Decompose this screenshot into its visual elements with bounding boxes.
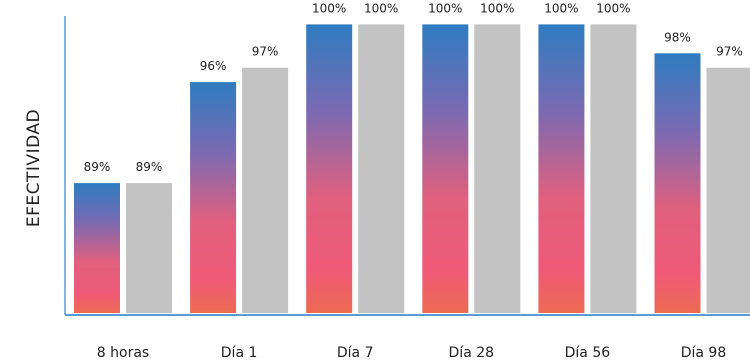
category-labels-group: 8 horas Día 1 Día 7 Día 28 Día 56 Día 98	[97, 345, 726, 361]
category-label-4: Día 28	[449, 345, 495, 361]
data-label-series1-4: 100%	[428, 1, 462, 15]
data-label-series2-1: 89%	[136, 160, 163, 174]
data-label-series2-3: 100%	[364, 1, 398, 15]
bar-series2-1	[126, 183, 172, 313]
category-label-2: Día 1	[221, 345, 258, 361]
bar-series2-4	[474, 24, 521, 314]
data-label-series2-4: 100%	[480, 1, 514, 15]
y-axis-title: EFECTIVIDAD	[24, 109, 44, 227]
bar-series2-5	[590, 24, 637, 314]
data-label-series1-6: 98%	[664, 30, 691, 44]
bar-series1-3	[306, 24, 353, 314]
data-label-series1-5: 100%	[544, 1, 578, 15]
data-label-series1-3: 100%	[312, 1, 346, 15]
value-labels-group: 89% 89% 96% 97% 100% 100% 100% 100% 100% 100% 98% 9…	[84, 1, 743, 174]
data-label-series1-1: 89%	[84, 160, 111, 174]
bar-series1-1	[74, 183, 120, 313]
bar-series1-5	[538, 24, 585, 314]
data-label-series2-2: 97%	[252, 45, 279, 59]
bar-series2-3	[358, 24, 405, 314]
category-label-3: Día 7	[337, 345, 374, 361]
bars-group	[74, 24, 750, 314]
data-label-series1-2: 96%	[200, 59, 227, 73]
data-label-series2-6: 97%	[716, 45, 743, 59]
bar-series2-6	[706, 67, 750, 313]
bar-series2-2	[242, 67, 289, 313]
data-label-series2-5: 100%	[596, 1, 630, 15]
bar-series1-2	[190, 82, 237, 313]
category-label-5: Día 56	[565, 345, 611, 361]
bar-series1-6	[654, 53, 701, 314]
category-label-1: 8 horas	[97, 345, 149, 361]
bar-series1-4	[422, 24, 469, 314]
category-label-6: Día 98	[681, 345, 727, 361]
